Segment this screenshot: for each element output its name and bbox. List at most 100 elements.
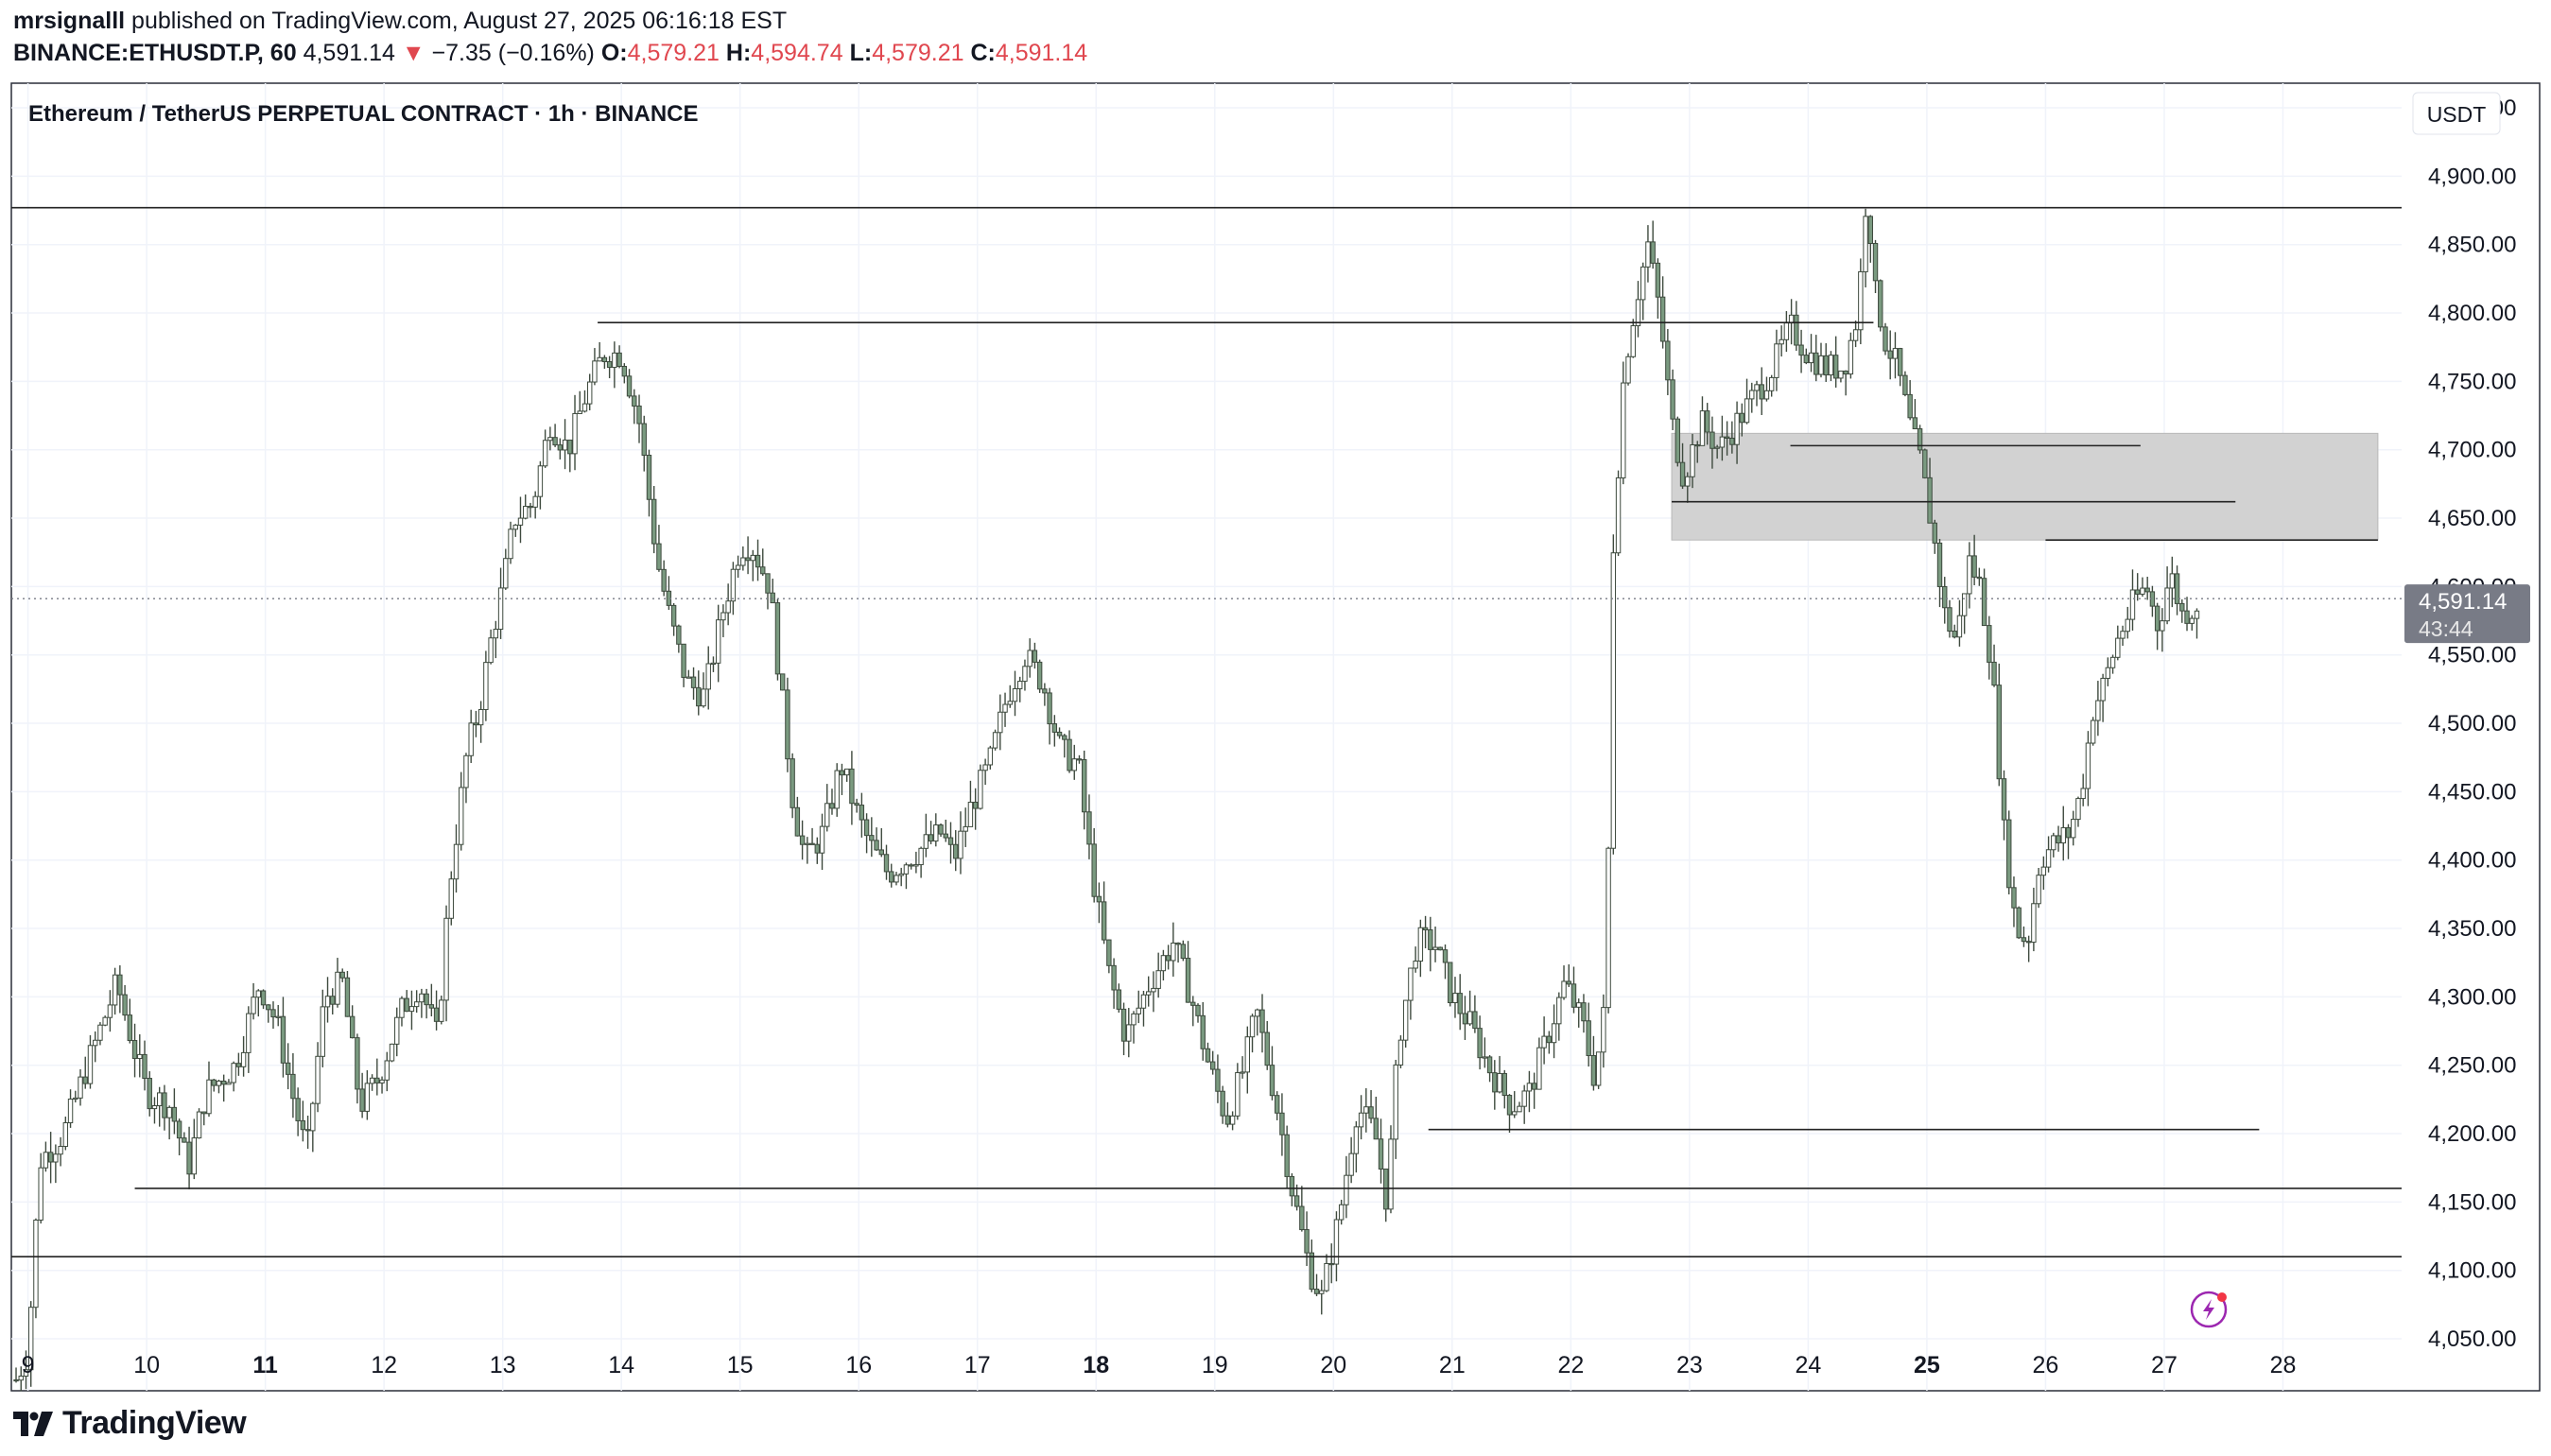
candle[interactable] [1878, 279, 1883, 332]
candle[interactable] [1284, 1125, 1290, 1188]
candle[interactable] [1071, 744, 1077, 780]
candle[interactable] [537, 460, 544, 510]
candle[interactable] [38, 1153, 43, 1224]
candle[interactable] [632, 389, 637, 425]
candle[interactable] [1229, 1111, 1236, 1131]
candle[interactable] [1739, 403, 1745, 437]
candles[interactable] [13, 208, 2200, 1392]
candle[interactable] [1146, 976, 1152, 1007]
candle[interactable] [601, 355, 608, 370]
candle[interactable] [493, 620, 499, 659]
candle[interactable] [690, 667, 697, 701]
currency-button[interactable]: USDT [2412, 92, 2501, 135]
candle[interactable] [1863, 208, 1868, 288]
candle[interactable] [389, 1043, 395, 1063]
candle[interactable] [58, 1136, 63, 1167]
candle[interactable] [528, 502, 533, 518]
candle[interactable] [1883, 322, 1888, 355]
candle[interactable] [280, 997, 286, 1078]
candle[interactable] [1353, 1120, 1360, 1173]
candle[interactable] [235, 1052, 242, 1076]
candle[interactable] [666, 576, 672, 611]
candle[interactable] [636, 394, 642, 443]
candle[interactable] [597, 341, 602, 362]
candle[interactable] [2060, 806, 2066, 861]
candle[interactable] [1155, 952, 1161, 998]
candle[interactable] [799, 820, 806, 860]
horizontal-levels[interactable] [11, 206, 2402, 1258]
candle[interactable] [1744, 378, 1750, 425]
candle[interactable] [1116, 983, 1122, 1014]
candle[interactable] [1843, 370, 1848, 396]
candle[interactable] [834, 763, 840, 817]
candle[interactable] [1832, 336, 1839, 388]
candle[interactable] [468, 709, 474, 764]
candle[interactable] [47, 1132, 54, 1184]
candle[interactable] [1705, 403, 1710, 445]
candle[interactable] [1180, 940, 1187, 962]
candle[interactable] [2149, 585, 2156, 617]
candle[interactable] [696, 670, 702, 716]
candle[interactable] [324, 977, 331, 1023]
candle[interactable] [1413, 946, 1418, 973]
candle[interactable] [477, 701, 484, 743]
candle[interactable] [1333, 1211, 1340, 1282]
candle[interactable] [2115, 625, 2121, 661]
candle[interactable] [2169, 556, 2176, 608]
candle[interactable] [1096, 882, 1102, 924]
candle[interactable] [730, 562, 737, 615]
candle[interactable] [1012, 670, 1018, 717]
candle[interactable] [1981, 568, 1987, 627]
candle[interactable] [626, 369, 633, 399]
candle[interactable] [972, 788, 979, 830]
candle[interactable] [606, 355, 613, 379]
candle[interactable] [1344, 1155, 1349, 1219]
candle[interactable] [166, 1105, 172, 1140]
candle[interactable] [725, 583, 731, 626]
candle[interactable] [503, 548, 509, 590]
candle[interactable] [1082, 750, 1087, 830]
candle[interactable] [928, 821, 934, 844]
candle[interactable] [1917, 425, 1923, 454]
candle[interactable] [839, 763, 845, 795]
candle[interactable] [1027, 638, 1033, 678]
candle[interactable] [1422, 915, 1429, 949]
candle[interactable] [701, 672, 706, 708]
candle[interactable] [760, 548, 766, 576]
candle[interactable] [1319, 1279, 1325, 1315]
candle[interactable] [1794, 301, 1799, 352]
candle[interactable] [1002, 692, 1008, 727]
candle[interactable] [572, 394, 578, 471]
candle[interactable] [785, 677, 790, 772]
candle[interactable] [1437, 946, 1443, 951]
candle[interactable] [137, 1033, 143, 1078]
candle[interactable] [1808, 334, 1814, 373]
candle[interactable] [1541, 1016, 1547, 1065]
candle[interactable] [740, 546, 746, 571]
candle[interactable] [670, 602, 677, 636]
candle[interactable] [859, 792, 865, 838]
candle[interactable] [196, 1108, 202, 1139]
candle[interactable] [1185, 941, 1191, 1003]
candle[interactable] [2011, 876, 2017, 927]
candle[interactable] [1556, 992, 1562, 1041]
candle[interactable] [1171, 922, 1176, 977]
candle[interactable] [1927, 458, 1933, 524]
candle[interactable] [433, 990, 440, 1031]
candle[interactable] [1328, 1243, 1334, 1284]
candle[interactable] [1269, 1046, 1276, 1101]
candle[interactable] [2160, 608, 2165, 652]
candle[interactable] [894, 872, 899, 886]
candle[interactable] [1383, 1168, 1389, 1222]
candle[interactable] [1536, 1037, 1542, 1090]
candle[interactable] [1670, 369, 1675, 431]
candle[interactable] [1952, 624, 1957, 639]
candle[interactable] [1635, 281, 1641, 338]
candle[interactable] [943, 819, 948, 842]
candle[interactable] [1036, 659, 1043, 693]
candle[interactable] [2085, 731, 2091, 806]
candle[interactable] [1056, 727, 1063, 739]
candle[interactable] [1526, 1070, 1533, 1113]
candle[interactable] [310, 1101, 316, 1153]
candle[interactable] [2021, 926, 2027, 947]
